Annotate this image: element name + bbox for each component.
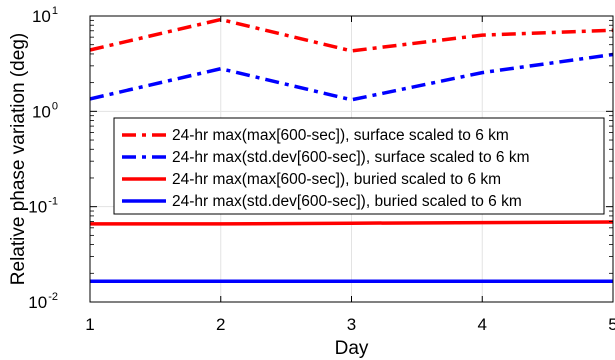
x-tick-label: 1	[85, 315, 94, 334]
x-tick-label: 5	[608, 315, 615, 334]
y-axis-label: Relative phase variation (deg)	[8, 33, 29, 285]
legend: 24-hr max(max[600-sec]), surface scaled …	[113, 117, 605, 215]
legend-entry-4: 24-hr max(std.dev[600-sec]), buried scal…	[172, 193, 522, 210]
y-tick-label: 100	[32, 100, 58, 121]
legend-entry-3: 24-hr max(max[600-sec]), buried scaled t…	[172, 171, 501, 188]
x-tick-label: 3	[347, 315, 356, 334]
series-lines	[89, 17, 614, 284]
ticks: 1 2 3 4 5 10-2 10-1 100 101	[28, 5, 615, 334]
series-line-3	[90, 220, 614, 226]
y-tick-label: 10-1	[28, 196, 58, 217]
y-tick-label: 101	[32, 5, 58, 26]
x-tick-label: 4	[478, 315, 487, 334]
x-tick-label: 2	[216, 315, 225, 334]
legend-entry-1: 24-hr max(max[600-sec]), surface scaled …	[172, 127, 509, 144]
legend-box	[113, 117, 605, 215]
y-tick-label: 10-2	[28, 291, 58, 312]
x-axis-label: Day	[335, 338, 369, 359]
legend-entry-2: 24-hr max(std.dev[600-sec]), surface sca…	[172, 149, 530, 166]
